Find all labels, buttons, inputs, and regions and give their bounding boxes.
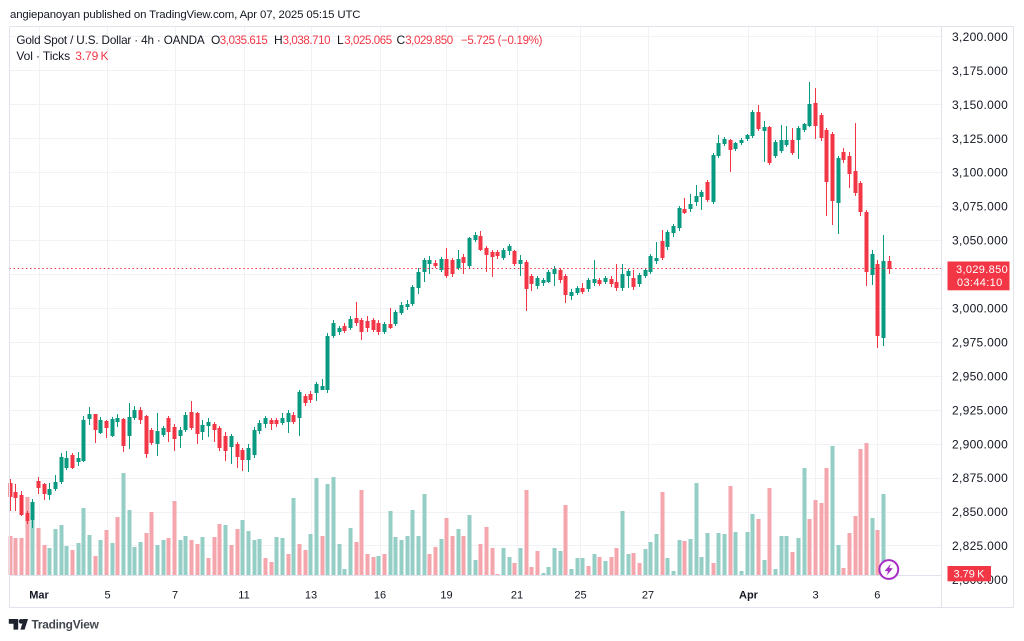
svg-text:−5.725 (−0.19%): −5.725 (−0.19%) bbox=[461, 35, 543, 47]
svg-text:Vol · Ticks: Vol · Ticks bbox=[16, 49, 70, 63]
svg-text:2,850.000: 2,850.000 bbox=[952, 505, 1008, 519]
svg-text:3,200.000: 3,200.000 bbox=[952, 30, 1008, 44]
svg-text:6: 6 bbox=[874, 590, 880, 602]
svg-text:11: 11 bbox=[238, 590, 249, 602]
svg-text:3.79 K: 3.79 K bbox=[75, 49, 108, 63]
svg-text:3,100.000: 3,100.000 bbox=[952, 166, 1008, 180]
svg-text:C: C bbox=[397, 33, 406, 47]
svg-text:3,029.850: 3,029.850 bbox=[956, 264, 1008, 276]
svg-text:TradingView: TradingView bbox=[32, 618, 100, 632]
svg-text:2,975.000: 2,975.000 bbox=[952, 335, 1008, 349]
svg-text:3,050.000: 3,050.000 bbox=[952, 234, 1008, 248]
svg-text:2,925.000: 2,925.000 bbox=[952, 403, 1008, 417]
svg-text:7: 7 bbox=[172, 590, 178, 602]
svg-text:O: O bbox=[211, 33, 220, 47]
svg-text:5: 5 bbox=[104, 590, 110, 602]
svg-text:2,875.000: 2,875.000 bbox=[952, 471, 1008, 485]
svg-text:16: 16 bbox=[374, 590, 386, 602]
svg-text:3,150.000: 3,150.000 bbox=[952, 98, 1008, 112]
svg-text:25: 25 bbox=[574, 590, 586, 602]
svg-text:19: 19 bbox=[440, 590, 452, 602]
svg-text:27: 27 bbox=[642, 590, 654, 602]
svg-text:3,075.000: 3,075.000 bbox=[952, 200, 1008, 214]
svg-text:Gold Spot / U.S. Dollar · 4h ·: Gold Spot / U.S. Dollar · 4h · OANDA bbox=[16, 34, 205, 47]
svg-text:3,035.615: 3,035.615 bbox=[220, 35, 268, 47]
svg-text:2,950.000: 2,950.000 bbox=[952, 369, 1008, 383]
svg-text:3,025.065: 3,025.065 bbox=[344, 35, 392, 47]
svg-text:21: 21 bbox=[511, 590, 523, 602]
svg-text:2,825.000: 2,825.000 bbox=[952, 539, 1008, 553]
svg-text:L: L bbox=[337, 33, 344, 47]
svg-text:3: 3 bbox=[812, 590, 818, 602]
svg-text:03:44:10: 03:44:10 bbox=[957, 277, 1003, 289]
svg-text:13: 13 bbox=[305, 590, 317, 602]
svg-text:3,038.710: 3,038.710 bbox=[283, 35, 331, 47]
svg-text:H: H bbox=[274, 33, 283, 47]
svg-text:Mar: Mar bbox=[29, 590, 49, 602]
svg-text:Apr: Apr bbox=[739, 590, 759, 602]
svg-text:3,029.850: 3,029.850 bbox=[405, 35, 453, 47]
svg-text:angiepanoyan published on Trad: angiepanoyan published on TradingView.co… bbox=[10, 9, 360, 21]
svg-text:3,175.000: 3,175.000 bbox=[952, 64, 1008, 78]
svg-text:3,125.000: 3,125.000 bbox=[952, 132, 1008, 146]
svg-text:3,000.000: 3,000.000 bbox=[952, 302, 1008, 316]
svg-text:2,900.000: 2,900.000 bbox=[952, 437, 1008, 451]
svg-text:3.79 K: 3.79 K bbox=[954, 569, 986, 581]
